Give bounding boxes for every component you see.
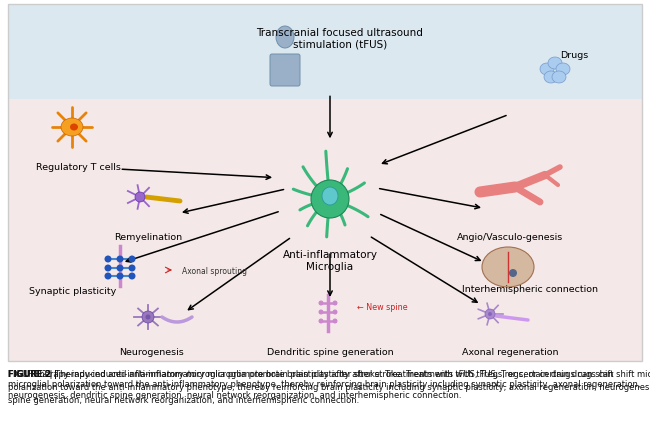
Circle shape <box>333 301 337 306</box>
Text: polarization toward the anti-inflammatory phenotype, thereby reinforcing brain p: polarization toward the anti-inflammator… <box>8 382 650 391</box>
Ellipse shape <box>482 247 534 287</box>
Text: Remyelination: Remyelination <box>114 233 182 242</box>
FancyArrowPatch shape <box>371 237 477 302</box>
FancyArrowPatch shape <box>328 254 332 296</box>
Circle shape <box>105 273 112 280</box>
Circle shape <box>318 301 324 306</box>
FancyArrowPatch shape <box>122 170 270 180</box>
FancyArrowPatch shape <box>126 212 278 263</box>
FancyArrowPatch shape <box>188 239 289 310</box>
Circle shape <box>116 273 124 280</box>
Ellipse shape <box>142 311 154 323</box>
Circle shape <box>129 265 135 272</box>
Circle shape <box>105 256 112 263</box>
Text: Synaptic plasticity: Synaptic plasticity <box>29 287 116 296</box>
Text: Anti-inflammatory
Microglia: Anti-inflammatory Microglia <box>283 250 378 271</box>
Text: Regulatory T cells: Regulatory T cells <box>36 163 120 172</box>
Ellipse shape <box>146 315 151 320</box>
Ellipse shape <box>544 72 558 84</box>
FancyArrowPatch shape <box>328 97 332 138</box>
Text: Axonal sprouting: Axonal sprouting <box>182 267 247 276</box>
Circle shape <box>333 310 337 315</box>
Text: Angio/Vasculo-genesis: Angio/Vasculo-genesis <box>457 233 563 242</box>
Text: Dendritic spine generation: Dendritic spine generation <box>266 347 393 356</box>
Text: Interhemispheric connection: Interhemispheric connection <box>462 285 598 294</box>
Circle shape <box>129 273 135 280</box>
FancyArrowPatch shape <box>381 215 480 261</box>
Text: ← New spine: ← New spine <box>357 303 408 312</box>
Ellipse shape <box>552 72 566 84</box>
FancyArrowPatch shape <box>183 190 283 214</box>
Text: FIGURE 2 | Therapy-induced anti-inflammatory microglia promote brain plasticity : FIGURE 2 | Therapy-induced anti-inflamma… <box>8 369 650 378</box>
Ellipse shape <box>322 187 338 206</box>
Circle shape <box>116 256 124 263</box>
FancyBboxPatch shape <box>270 55 300 87</box>
Bar <box>8 5 642 99</box>
Text: Neurogenesis: Neurogenesis <box>120 347 185 356</box>
Text: Therapy-induced anti-inflammatory microglia promote brain plasticity after strok: Therapy-induced anti-inflammatory microg… <box>8 369 640 399</box>
Circle shape <box>129 256 135 263</box>
Ellipse shape <box>276 27 294 49</box>
Circle shape <box>105 265 112 272</box>
Circle shape <box>333 319 337 324</box>
Ellipse shape <box>311 181 349 218</box>
Circle shape <box>116 265 124 272</box>
Ellipse shape <box>61 119 83 137</box>
Ellipse shape <box>135 193 145 203</box>
Bar <box>8 5 642 361</box>
Text: Axonal regeneration: Axonal regeneration <box>462 347 558 356</box>
Ellipse shape <box>540 64 554 76</box>
Ellipse shape <box>509 270 517 277</box>
Circle shape <box>318 319 324 324</box>
Circle shape <box>318 310 324 315</box>
Text: Drugs: Drugs <box>560 50 588 59</box>
FancyArrowPatch shape <box>382 116 506 164</box>
Text: spine generation, neural network reorganization, and interhemispheric connection: spine generation, neural network reorgan… <box>8 395 359 404</box>
Ellipse shape <box>556 64 570 76</box>
Text: FIGURE 2 |: FIGURE 2 | <box>8 369 60 378</box>
Ellipse shape <box>548 58 562 70</box>
Ellipse shape <box>485 309 495 319</box>
Ellipse shape <box>70 124 78 131</box>
FancyArrowPatch shape <box>380 189 480 209</box>
Text: Transcranial focused ultrasound
stimulation (tFUS): Transcranial focused ultrasound stimulat… <box>257 28 423 49</box>
Ellipse shape <box>488 312 492 316</box>
Text: FIGURE 2 |: FIGURE 2 | <box>8 369 57 378</box>
Bar <box>8 99 642 361</box>
